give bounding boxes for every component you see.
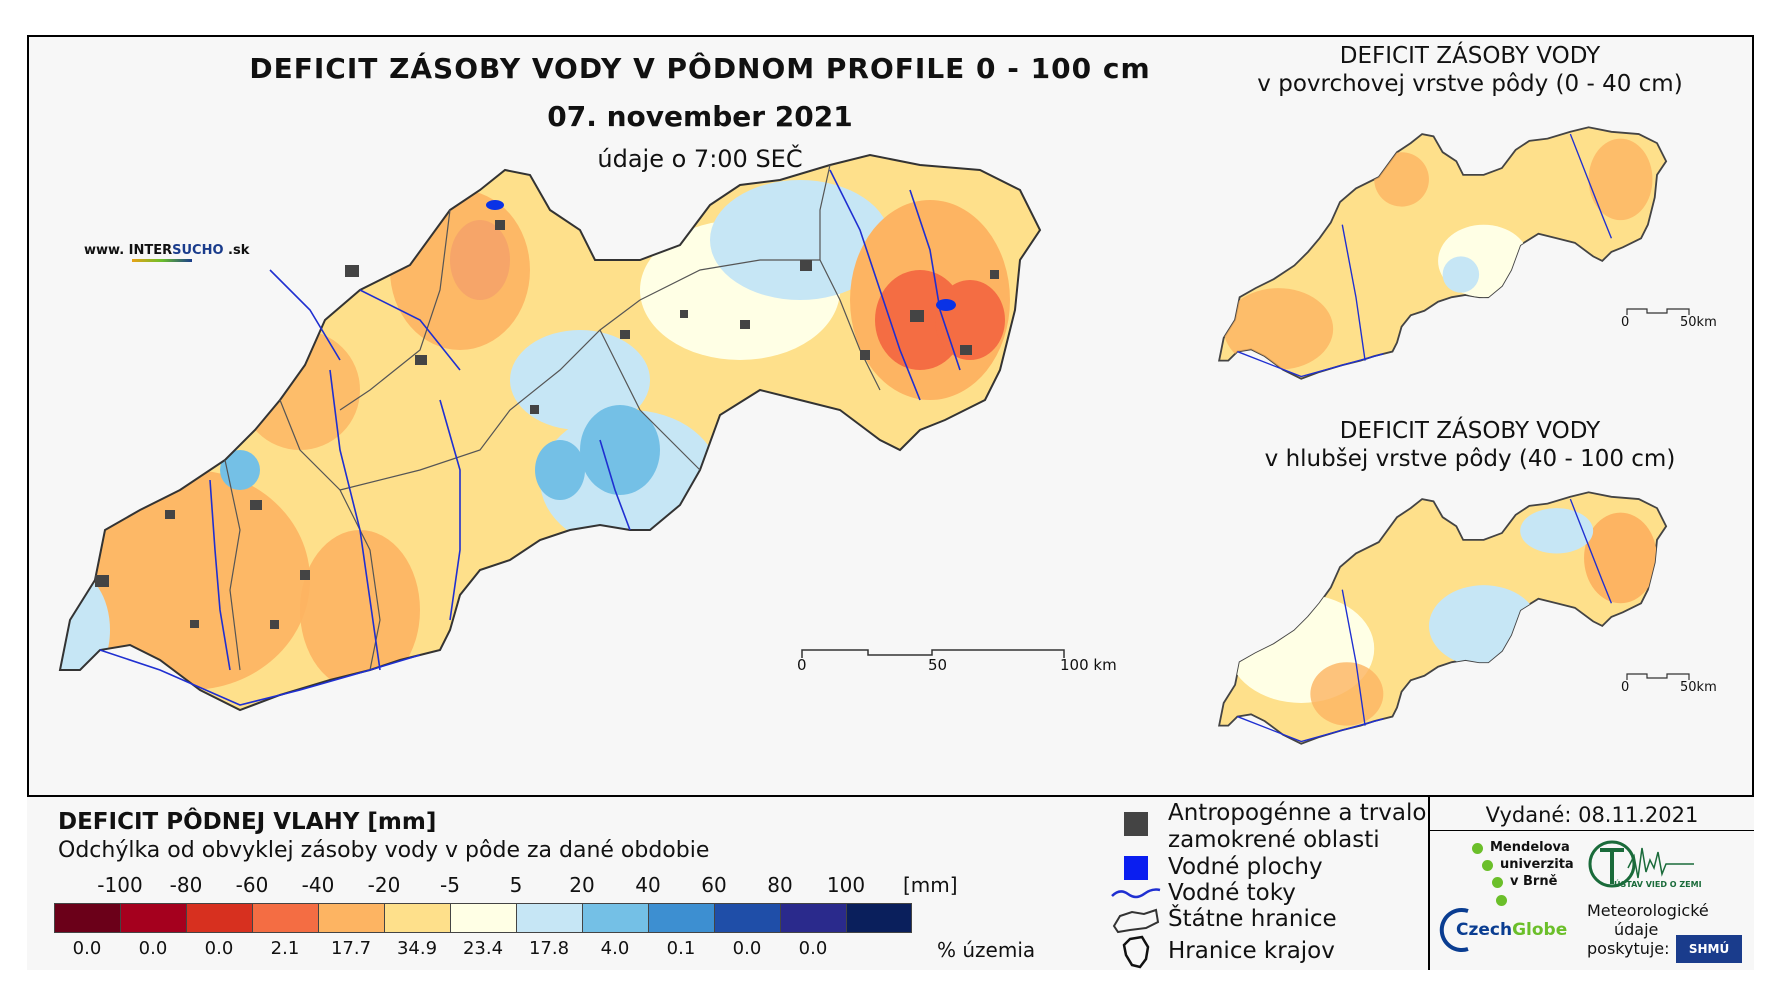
inset-bottom-scale-50: 50km [1680, 680, 1717, 695]
legend-color-swatch [582, 903, 648, 933]
mendel-logo-dot [1492, 877, 1503, 888]
legend-color-swatch [186, 903, 252, 933]
legend-percent-label: % územia [937, 938, 1036, 962]
issued-date: Vydané: 08.11.2021 [1485, 803, 1699, 827]
anthropogenic-label-1: Antropogénne a trvalo [1168, 800, 1427, 826]
meteo-text-2: údaje [1614, 920, 1659, 939]
legend-tick: -80 [169, 873, 203, 897]
inset-bottom-map [1218, 491, 1668, 745]
legend-percentage: 17.7 [330, 938, 372, 959]
legend-percentage: 0.1 [666, 938, 696, 959]
legend-color-swatch [846, 903, 912, 933]
inset-top-scale-50: 50km [1680, 315, 1717, 330]
meteo-text-3: poskytuje: [1587, 939, 1670, 958]
legend-tick: -5 [440, 873, 460, 897]
legend-tick: 60 [701, 873, 727, 897]
mendel-logo-dot [1482, 860, 1493, 871]
legend-color-swatch [384, 903, 450, 933]
mendel-logo-text-1: Mendelova [1490, 840, 1570, 855]
region-border-label: Hranice krajov [1168, 938, 1335, 964]
legend-percentage: 17.8 [528, 938, 570, 959]
main-map [59, 154, 1041, 711]
legend-unit: [mm] [903, 873, 958, 897]
map-date: 07. november 2021 [547, 100, 853, 133]
inset-top-scale-0: 0 [1621, 315, 1630, 330]
legend-color-swatch [516, 903, 582, 933]
inset-bottom-scale-0: 0 [1621, 680, 1630, 695]
inset-bottom-title: DEFICIT ZÁSOBY VODY v hlubšej vrstve pôdy… [1264, 418, 1676, 472]
legend-subtitle: Odchýlka od obvyklej zásoby vody v pôde … [58, 838, 710, 863]
legend-tick: -60 [235, 873, 269, 897]
anthropogenic-label-2: zamokrené oblasti [1168, 827, 1380, 853]
river-label: Vodné toky [1168, 880, 1296, 906]
legend-percentage: 0.0 [72, 938, 102, 959]
inset-top-scale-bar [1626, 308, 1690, 315]
legend-tick: -20 [367, 873, 401, 897]
anthropogenic-symbol [1124, 812, 1148, 836]
legend-tick: 5 [509, 873, 523, 897]
inset-bottom-scale-bar [1626, 673, 1690, 680]
legend-color-swatch [252, 903, 318, 933]
legend-percentage: 4.0 [600, 938, 630, 959]
czechglobe-logo-arc [1439, 908, 1469, 952]
legend-color-swatch [714, 903, 780, 933]
mendel-logo-dot [1472, 843, 1483, 854]
legend-percentage: 0.0 [732, 938, 762, 959]
main-scale-0: 0 [797, 656, 807, 674]
legend-title: DEFICIT PÔDNEJ VLAHY [mm] [58, 809, 437, 835]
legend-color-swatch [120, 903, 186, 933]
legend-color-swatch [450, 903, 516, 933]
state-border-symbol [1112, 908, 1160, 934]
main-scale-50: 50 [928, 656, 948, 674]
shmu-logo: SHMÚ [1676, 935, 1742, 963]
map-title: DEFICIT ZÁSOBY VODY V PÔDNOM PROFILE 0 -… [249, 52, 1151, 85]
legend-percentage: 0.0 [204, 938, 234, 959]
issued-divider [1430, 830, 1754, 831]
legend-tick: 40 [635, 873, 661, 897]
legend-color-swatch [318, 903, 384, 933]
water-surface-label: Vodné plochy [1168, 854, 1323, 880]
uvgz-logo [1588, 840, 1694, 888]
legend-tick: -100 [97, 873, 143, 897]
meteo-text-1: Meteorologické [1587, 901, 1709, 920]
czechglobe-logo-text: CzechGlobe [1456, 920, 1568, 940]
legend-percentage: 23.4 [462, 938, 504, 959]
legend-percentage: 0.0 [138, 938, 168, 959]
legend-percentage: 0.0 [798, 938, 828, 959]
main-scale-bar [801, 649, 1065, 658]
state-border-label: Štátne hranice [1168, 906, 1337, 932]
main-scale-100: 100 km [1060, 656, 1117, 674]
legend-color-swatch [780, 903, 846, 933]
legend-tick: 100 [826, 873, 866, 897]
inset-top-title: DEFICIT ZÁSOBY VODY v povrchovej vrstve p… [1257, 43, 1683, 97]
legend-tick: -40 [301, 873, 335, 897]
inset-top-map [1218, 126, 1668, 380]
water-surface-symbol [1124, 856, 1148, 880]
river-symbol [1111, 888, 1161, 899]
map-time-note: údaje o 7:00 SEČ [597, 145, 803, 173]
legend-tick: 20 [569, 873, 595, 897]
intersucho-logo: www. INTERSUCHO .sk [84, 243, 249, 262]
legend-tick: 80 [767, 873, 793, 897]
credits-divider [1428, 795, 1430, 970]
mendel-logo-text-2: univerzita [1500, 857, 1574, 872]
region-border-symbol [1122, 935, 1150, 969]
uvgz-logo-text: ÚSTAV VIED O ZEMI [1614, 880, 1702, 889]
legend-panel [27, 795, 1754, 970]
legend-divider [27, 795, 1754, 797]
mendel-logo-text-3: v Brně [1510, 874, 1558, 889]
legend-percentage: 34.9 [396, 938, 438, 959]
mendel-logo-dot [1496, 895, 1507, 906]
legend-color-swatch [648, 903, 714, 933]
legend-percentage: 2.1 [270, 938, 300, 959]
legend-color-swatch [54, 903, 120, 933]
